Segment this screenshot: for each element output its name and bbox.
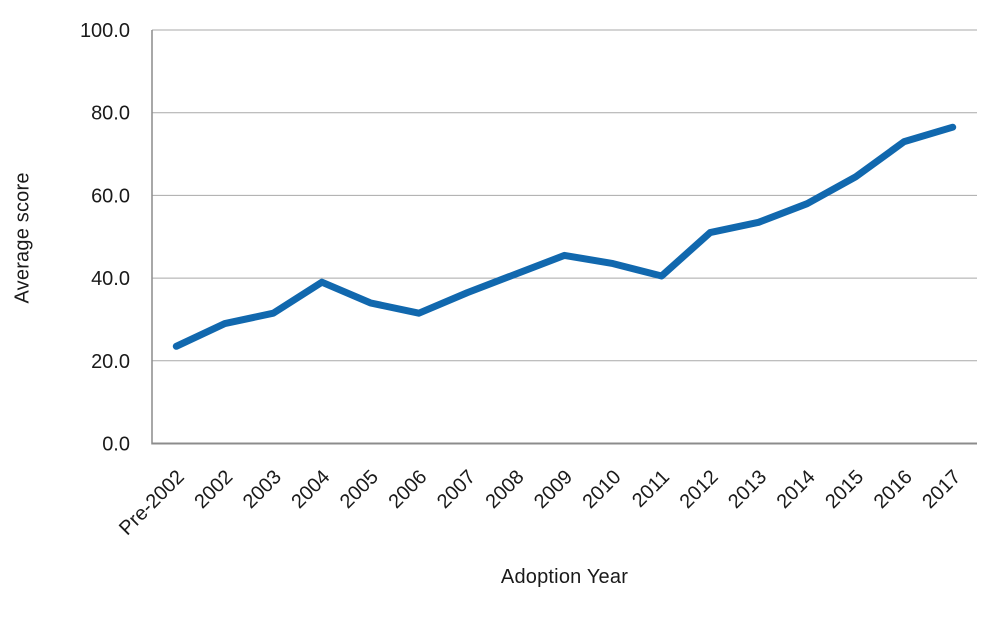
x-tick-label: 2010 (579, 466, 626, 513)
x-tick-label: 2005 (336, 466, 383, 513)
x-tick-label: 2012 (676, 466, 723, 513)
x-tick-label: 2013 (724, 466, 771, 513)
x-tick-label: 2004 (287, 466, 334, 513)
series-line (172, 123, 957, 350)
x-tick-label: 2003 (239, 466, 286, 513)
x-tick-label: 2014 (773, 466, 820, 513)
x-tick-label: 2015 (821, 466, 868, 513)
x-tick-label: 2017 (918, 466, 965, 513)
y-tick-label: 60.0 (91, 185, 130, 207)
x-axis-title: Adoption Year (500, 566, 629, 588)
x-tick-label: Pre-2002 (115, 466, 189, 540)
x-tick-label: 2009 (530, 466, 577, 513)
y-axis-title: Average score (11, 172, 34, 304)
x-tick-label: 2002 (190, 466, 237, 513)
y-tick-label: 80.0 (91, 103, 130, 125)
x-tick-label: 2008 (481, 466, 528, 513)
x-tick-label: 2011 (628, 466, 674, 512)
x-tick-label: 2007 (433, 466, 480, 513)
y-tick-label: 20.0 (91, 351, 130, 373)
x-tick-label: 2016 (870, 466, 917, 513)
y-tick-label: 0.0 (102, 434, 130, 456)
x-tick-label: 2006 (384, 466, 431, 513)
y-tick-label: 40.0 (91, 268, 130, 290)
y-tick-label: 100.0 (80, 20, 130, 42)
